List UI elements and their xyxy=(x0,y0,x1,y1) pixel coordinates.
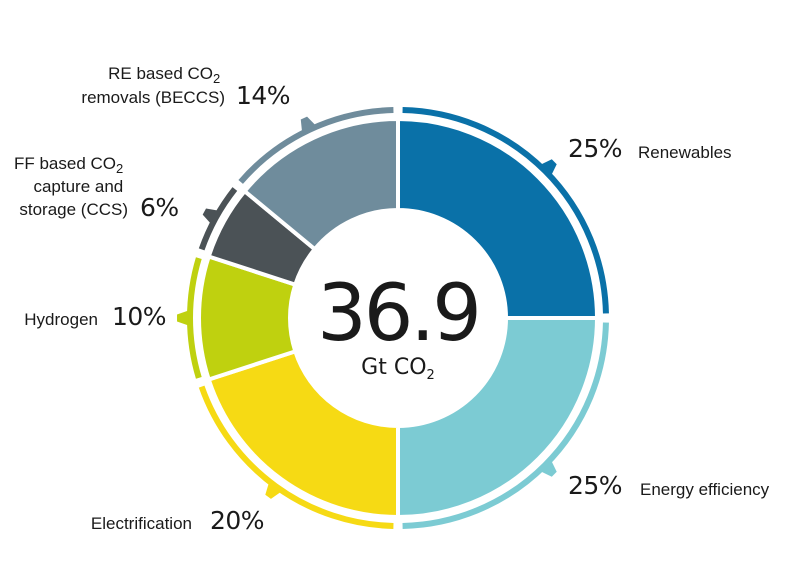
slice-renewables xyxy=(396,116,600,320)
center-unit-label: Gt CO2 xyxy=(361,355,435,383)
ccs-label-line-3: storage (CCS) xyxy=(19,200,128,219)
slice-pct-hydrogen: 10% xyxy=(112,302,166,331)
beccs-label-line-1: RE based CO2 xyxy=(108,64,220,86)
ccs-label-line-1-text: FF based CO xyxy=(14,154,116,173)
slice-label-beccs: RE based CO2 removals (BECCS) xyxy=(81,64,225,107)
ring-marker-ff-based-co-capture-and-storage-ccs xyxy=(202,208,218,224)
center-unit-subscript: 2 xyxy=(427,368,435,383)
slice-label-ccs: FF based CO2 capture and storage (CCS) xyxy=(14,154,128,219)
ring-arc-hydrogen xyxy=(187,257,202,379)
center-unit-text: Gt CO xyxy=(361,355,426,380)
ring-arc-ff-based-co-capture-and-storage-ccs xyxy=(198,187,238,251)
ring-marker-renewables xyxy=(541,159,557,175)
ring-arc-re-based-co-removals-beccs xyxy=(238,107,394,184)
ring-arc-electrification xyxy=(198,385,394,529)
slice-re-based-co-removals-beccs xyxy=(241,116,400,252)
ring-marker-re-based-co-removals-beccs xyxy=(300,116,316,132)
beccs-label-subscript: 2 xyxy=(213,71,220,86)
slice-label-energy-efficiency: Energy efficiency xyxy=(640,480,770,499)
ring-marker-electrification xyxy=(265,483,281,499)
slice-label-electrification: Electrification xyxy=(91,514,192,533)
slice-label-renewables: Renewables xyxy=(638,143,732,162)
beccs-label-line-1-text: RE based CO xyxy=(108,64,213,83)
slice-pct-electrification: 20% xyxy=(210,506,264,535)
center-total-value: 36.9 xyxy=(317,269,479,359)
slice-pct-renewables: 25% xyxy=(568,134,622,163)
ccs-label-subscript: 2 xyxy=(116,161,123,176)
ccs-label-line-2: capture and xyxy=(33,177,123,196)
slice-label-hydrogen: Hydrogen xyxy=(24,310,98,329)
outer-rings-group xyxy=(177,107,609,529)
beccs-label-line-2: removals (BECCS) xyxy=(81,88,225,107)
slices-group xyxy=(197,116,600,520)
slice-pct-ccs: 6% xyxy=(140,193,179,222)
ccs-label-line-1: FF based CO2 xyxy=(14,154,123,176)
ring-arc-renewables xyxy=(402,107,609,314)
ring-arc-energy-efficiency xyxy=(402,322,609,529)
slice-pct-beccs: 14% xyxy=(236,81,290,110)
slice-electrification xyxy=(206,348,400,520)
slice-pct-energy-efficiency: 25% xyxy=(568,471,622,500)
ring-marker-hydrogen xyxy=(177,310,189,326)
ring-marker-energy-efficiency xyxy=(541,461,557,477)
slice-energy-efficiency xyxy=(396,316,600,520)
